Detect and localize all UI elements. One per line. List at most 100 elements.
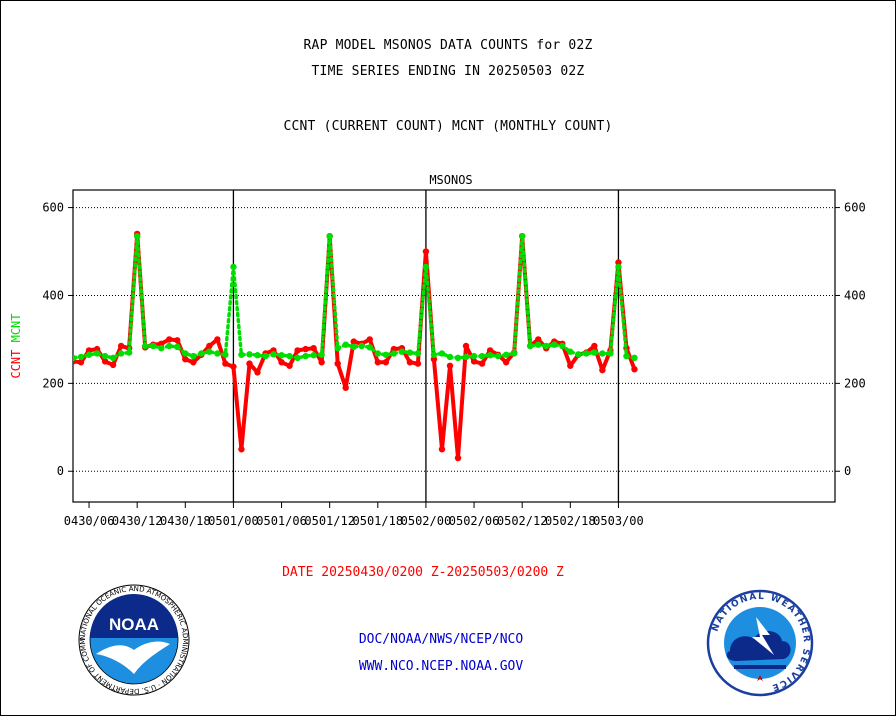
y-tick-label-right: 0 xyxy=(844,464,851,478)
data-point-ccnt xyxy=(318,359,325,366)
data-point-mcnt xyxy=(374,350,381,357)
data-point-mcnt xyxy=(631,354,638,362)
data-point-mcnt xyxy=(318,351,325,358)
plot-title: MSONOS xyxy=(429,173,472,187)
data-point-mcnt xyxy=(446,353,454,361)
x-tick-label: 0502/18 xyxy=(545,514,596,528)
data-point-mcnt xyxy=(230,263,237,271)
data-point-ccnt xyxy=(502,359,510,366)
data-point-mcnt xyxy=(358,342,365,350)
data-point-ccnt xyxy=(238,446,245,453)
data-point-ccnt xyxy=(230,363,237,370)
data-point-ccnt xyxy=(62,347,68,353)
data-point-mcnt xyxy=(438,350,446,357)
data-point-ccnt xyxy=(366,336,373,343)
data-point-mcnt xyxy=(166,342,173,350)
noaa-logo: NOAA NATIONAL OCEANIC AND ATMOSPHERIC AD… xyxy=(78,584,190,696)
data-point-mcnt xyxy=(583,350,590,357)
data-point-mcnt xyxy=(302,352,309,360)
data-point-mcnt xyxy=(551,341,558,348)
data-point-mcnt xyxy=(567,348,574,355)
data-point-ccnt xyxy=(374,359,381,366)
data-point-mcnt xyxy=(85,351,93,358)
data-point-mcnt xyxy=(198,350,205,357)
data-point-ccnt xyxy=(438,446,446,453)
data-point-mcnt xyxy=(478,352,486,360)
data-point-mcnt xyxy=(615,263,622,271)
data-point-mcnt xyxy=(607,350,614,357)
data-point-ccnt xyxy=(310,344,317,352)
data-point-mcnt xyxy=(502,351,510,358)
data-point-ccnt xyxy=(406,359,414,366)
data-point-mcnt xyxy=(398,348,406,355)
data-point-mcnt xyxy=(54,349,60,355)
data-point-mcnt xyxy=(150,342,157,350)
data-point-mcnt xyxy=(382,351,390,358)
x-tick-label: 0502/12 xyxy=(497,514,548,528)
figure-title-line-1: RAP MODEL MSONOS DATA COUNTS for 02Z xyxy=(303,38,593,53)
data-point-mcnt xyxy=(599,350,606,357)
data-point-mcnt xyxy=(174,343,181,351)
data-point-ccnt xyxy=(334,360,341,367)
data-point-ccnt xyxy=(190,359,197,366)
nws-logo: NATIONAL WEATHER SERVICE xyxy=(706,589,814,697)
y-axis-label-ccnt: CCNT xyxy=(9,350,23,379)
data-point-mcnt xyxy=(462,353,470,361)
data-point-mcnt xyxy=(518,232,526,240)
data-point-mcnt xyxy=(470,352,478,360)
data-point-ccnt xyxy=(302,345,309,353)
data-point-ccnt xyxy=(615,259,622,266)
x-tick-label: 0430/12 xyxy=(112,514,163,528)
data-point-mcnt xyxy=(494,352,502,360)
data-point-mcnt xyxy=(454,354,462,362)
data-point-mcnt xyxy=(406,349,414,356)
data-point-mcnt xyxy=(527,342,534,350)
data-point-mcnt xyxy=(270,351,277,358)
data-point-ccnt xyxy=(101,358,109,365)
credit-line-1: DOC/NOAA/NWS/NCEP/NCO xyxy=(358,632,524,647)
data-point-mcnt xyxy=(543,342,550,350)
data-point-ccnt xyxy=(158,340,165,348)
data-point-ccnt xyxy=(631,366,638,373)
plot-frame xyxy=(72,189,836,503)
data-point-mcnt xyxy=(93,350,101,357)
data-point-mcnt xyxy=(430,351,438,358)
data-point-ccnt xyxy=(382,359,390,366)
data-point-ccnt xyxy=(350,338,357,345)
data-point-mcnt xyxy=(623,352,630,360)
data-point-mcnt xyxy=(262,352,269,360)
data-point-mcnt xyxy=(294,354,301,362)
data-point-ccnt xyxy=(222,360,229,367)
x-tick-label: 0501/12 xyxy=(304,514,355,528)
data-point-ccnt xyxy=(486,347,494,354)
data-point-mcnt xyxy=(390,350,398,357)
data-point-mcnt xyxy=(510,350,518,357)
data-point-mcnt xyxy=(125,349,133,356)
data-point-ccnt xyxy=(591,342,598,350)
x-tick-label: 0502/00 xyxy=(401,514,452,528)
data-point-mcnt xyxy=(238,351,245,358)
data-point-ccnt xyxy=(182,355,189,363)
data-point-ccnt xyxy=(286,362,293,369)
data-point-mcnt xyxy=(334,344,341,352)
data-point-ccnt xyxy=(77,359,85,366)
data-point-mcnt xyxy=(62,353,68,359)
data-point-ccnt xyxy=(390,345,398,353)
data-point-mcnt xyxy=(422,263,430,271)
noaa-logo-text: NOAA xyxy=(109,615,159,634)
grid-layer xyxy=(73,190,835,502)
y-tick-label-right: 200 xyxy=(844,376,866,390)
y-tick-label-right: 400 xyxy=(844,288,866,302)
x-tick-label: 0502/06 xyxy=(449,514,500,528)
axis-layer: 0 0 200 200 400 400 600 600 0430/060430/120430/1… xyxy=(42,189,866,528)
credit-line-2: WWW.NCO.NCEP.NOAA.GOV xyxy=(358,659,524,674)
data-point-mcnt xyxy=(77,353,85,361)
data-point-mcnt xyxy=(591,349,598,356)
data-point-ccnt xyxy=(214,336,221,343)
data-point-mcnt xyxy=(133,232,141,240)
data-point-ccnt xyxy=(462,342,470,350)
data-point-mcnt xyxy=(575,351,582,358)
data-point-ccnt xyxy=(470,358,478,365)
data-point-ccnt xyxy=(117,342,125,350)
y-tick-label-right: 600 xyxy=(844,201,866,215)
